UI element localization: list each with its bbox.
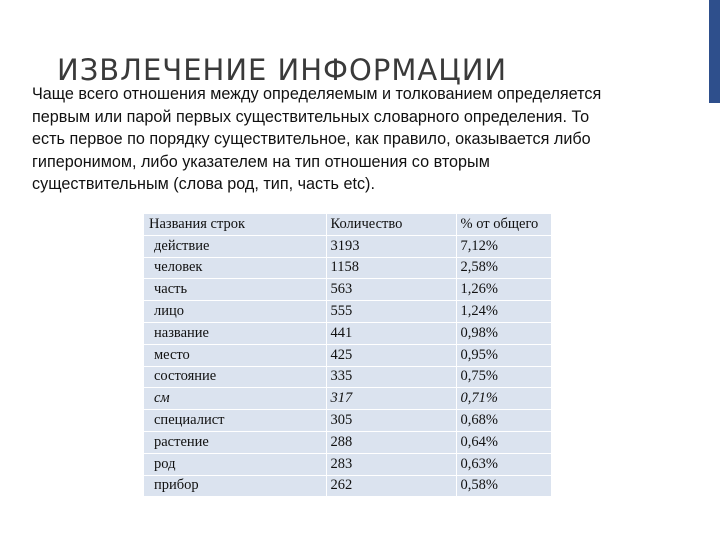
cell-percent: 0,98% <box>456 322 552 345</box>
table-row: состояние 335 0,75% <box>144 366 552 389</box>
cell-percent: 0,71% <box>456 387 552 411</box>
cell-count: 441 <box>326 322 457 345</box>
cell-count: 288 <box>326 431 457 454</box>
table-row: растение 288 0,64% <box>144 431 552 454</box>
body-line: есть первое по порядку существительное, … <box>32 130 591 148</box>
cell-name: часть <box>144 278 327 302</box>
table-row: место 425 0,95% <box>144 344 552 367</box>
cell-name: специалист <box>144 409 327 432</box>
table-row: см 317 0,71% <box>144 387 552 411</box>
header-row-names: Названия строк <box>144 214 327 236</box>
cell-name: растение <box>144 431 327 454</box>
cell-name: название <box>144 322 327 345</box>
cell-count: 555 <box>326 300 457 323</box>
cell-percent: 2,58% <box>456 257 552 280</box>
table-row: действие 3193 7,12% <box>144 235 552 258</box>
cell-percent: 1,26% <box>456 278 552 302</box>
table-row: род 283 0,63% <box>144 453 552 476</box>
cell-name: человек <box>144 257 327 280</box>
cell-count: 305 <box>326 409 457 432</box>
table-row: часть 563 1,26% <box>144 278 552 302</box>
cell-count: 3193 <box>326 235 457 258</box>
body-line: Чаще всего отношения между определяемым … <box>32 85 602 103</box>
table-row: прибор 262 0,58% <box>144 475 552 498</box>
cell-percent: 1,24% <box>456 300 552 323</box>
cell-name: действие <box>144 235 327 258</box>
cell-name: род <box>144 453 327 476</box>
cell-count: 283 <box>326 453 457 476</box>
cell-percent: 0,63% <box>456 453 552 476</box>
cell-percent: 7,12% <box>456 235 552 258</box>
cell-name: место <box>144 344 327 367</box>
cell-name: см <box>144 387 327 411</box>
slide-title: ИЗВЛЕЧЕНИЕ ИНФОРМАЦИИ <box>57 53 508 88</box>
body-line: гиперонимом, либо указателем на тип отно… <box>32 152 490 171</box>
cell-percent: 0,58% <box>456 475 552 498</box>
cell-percent: 0,68% <box>456 409 552 432</box>
cell-name: состояние <box>144 366 327 389</box>
body-paragraph: Чаще всего отношения между определяемым … <box>32 83 700 196</box>
cell-percent: 0,75% <box>456 366 552 389</box>
cell-count: 425 <box>326 344 457 367</box>
table-row: лицо 555 1,24% <box>144 300 552 323</box>
table-row: человек 1158 2,58% <box>144 257 552 280</box>
cell-percent: 0,64% <box>456 431 552 454</box>
cell-name: лицо <box>144 300 327 323</box>
cell-count: 1158 <box>326 257 457 280</box>
cell-name: прибор <box>144 475 327 498</box>
statistics-table: Названия строк Количество % от общего де… <box>144 214 552 498</box>
cell-count: 262 <box>326 475 457 498</box>
cell-count: 317 <box>326 387 457 411</box>
body-line: первым или парой первых существительных … <box>32 107 590 126</box>
body-line: существительным (слова род, тип, часть e… <box>32 175 375 193</box>
accent-bar <box>709 0 720 103</box>
cell-count: 563 <box>326 278 457 302</box>
header-percent: % от общего <box>456 214 552 236</box>
table-row: специалист 305 0,68% <box>144 409 552 432</box>
cell-percent: 0,95% <box>456 344 552 367</box>
table-row: название 441 0,98% <box>144 322 552 345</box>
cell-count: 335 <box>326 366 457 389</box>
header-count: Количество <box>326 214 457 236</box>
table-header-row: Названия строк Количество % от общего <box>144 214 552 236</box>
